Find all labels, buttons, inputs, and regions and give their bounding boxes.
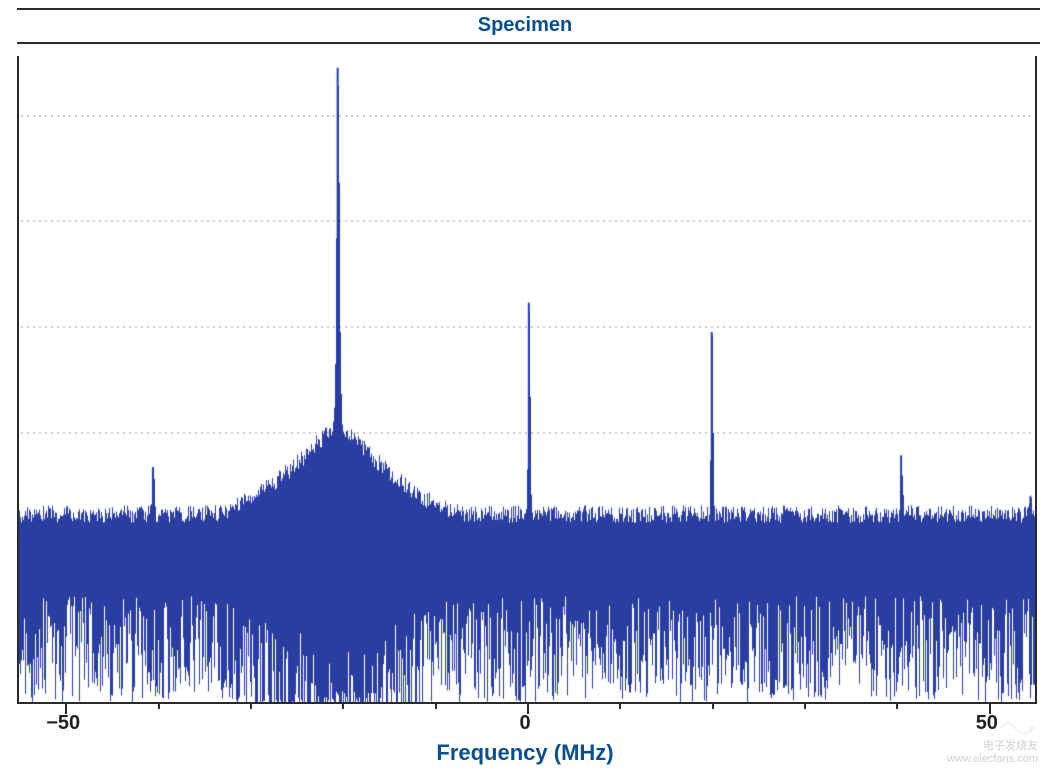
plot-area bbox=[17, 56, 1037, 704]
chart-title: Specimen bbox=[0, 14, 1050, 37]
chart-title-text: Specimen bbox=[478, 14, 572, 36]
x-tick-label: −50 bbox=[46, 712, 80, 735]
title-underline bbox=[17, 42, 1040, 44]
x-axis-title: Frequency (MHz) bbox=[0, 740, 1050, 766]
gridline-h bbox=[19, 432, 1035, 434]
watermark-icon bbox=[998, 715, 1038, 735]
gridline-h bbox=[19, 220, 1035, 222]
x-tick-minor bbox=[435, 702, 437, 709]
gridline-h bbox=[19, 115, 1035, 117]
x-tick-minor bbox=[619, 702, 621, 709]
x-tick-label: 0 bbox=[519, 712, 530, 735]
x-tick-minor bbox=[342, 702, 344, 709]
x-tick-minor bbox=[896, 702, 898, 709]
gridline-h bbox=[19, 538, 1035, 540]
x-tick-minor bbox=[158, 702, 160, 709]
x-tick-minor bbox=[250, 702, 252, 709]
gridline-h bbox=[19, 326, 1035, 328]
x-tick-minor bbox=[712, 702, 714, 709]
x-axis-title-text: Frequency (MHz) bbox=[436, 740, 613, 765]
spectrum-canvas bbox=[19, 56, 1035, 702]
x-tick-label: 50 bbox=[976, 712, 998, 735]
top-border-line bbox=[17, 8, 1040, 10]
x-tick-minor bbox=[804, 702, 806, 709]
